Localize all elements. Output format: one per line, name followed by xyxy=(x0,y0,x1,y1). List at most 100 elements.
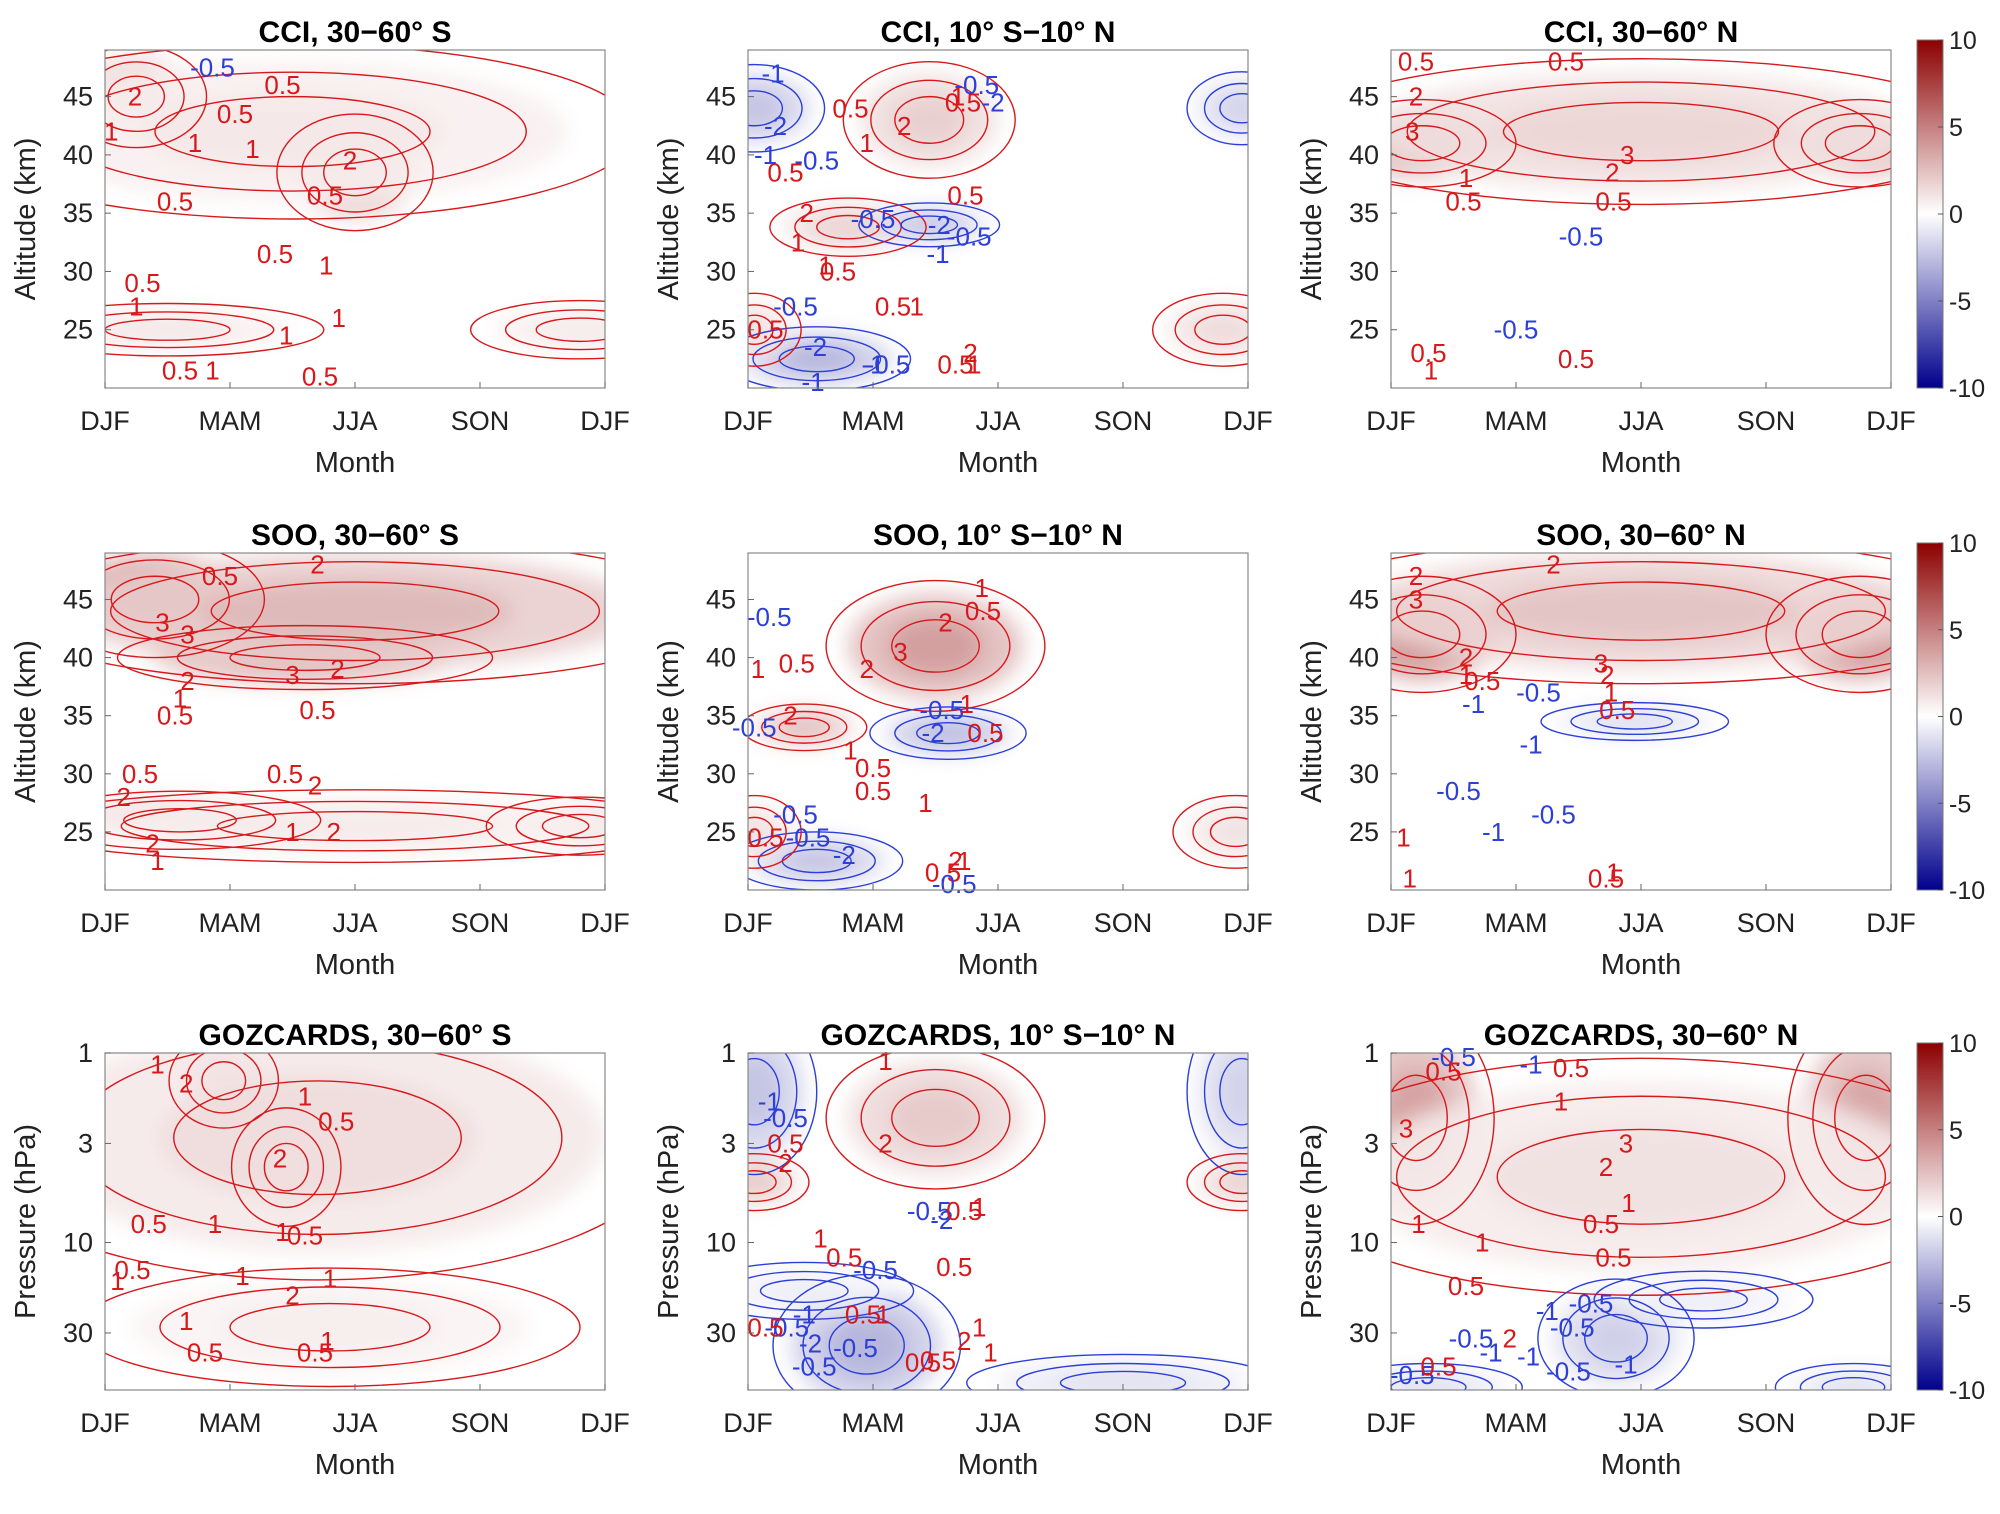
field-region-core xyxy=(203,810,507,843)
x-tick-label: SON xyxy=(1094,908,1153,938)
field-region-core xyxy=(1482,1124,1800,1229)
contour-lines xyxy=(1391,1053,1891,1390)
contour-line xyxy=(1496,581,1786,641)
x-tick-label: DJF xyxy=(1866,406,1916,436)
colorbar-tick-label: -5 xyxy=(1949,288,1971,316)
contour-label: 2 xyxy=(285,1280,299,1310)
x-tick-label: JJA xyxy=(332,1408,377,1438)
contour-line xyxy=(105,1053,563,1236)
panel-title: SOO, 30−60° S xyxy=(251,519,459,552)
contour-line xyxy=(761,710,848,744)
contour-line xyxy=(891,619,980,673)
contour-line xyxy=(1219,93,1248,124)
contour-label: 1 xyxy=(129,291,143,321)
contour-label: -0.5 xyxy=(732,712,777,742)
contour-label: 1 xyxy=(876,1300,890,1330)
contour-line xyxy=(105,71,527,192)
contour-line xyxy=(748,703,868,752)
contour-line xyxy=(748,1261,915,1321)
contour-line xyxy=(894,714,1002,752)
contour-line xyxy=(1821,1377,1886,1390)
contour-line xyxy=(1391,1074,1448,1162)
contour-line xyxy=(1812,1053,1891,1192)
x-tick-label: SON xyxy=(451,908,510,938)
contour-label: 1 xyxy=(951,82,965,112)
contour-line xyxy=(1628,1279,1779,1320)
panel-title: GOZCARDS, 30−60° S xyxy=(199,1019,512,1052)
contour-label: 1 xyxy=(791,227,805,257)
contour-label: 2 xyxy=(1409,82,1423,112)
contour-fill-layer xyxy=(1391,1053,1891,1390)
x-tick-label: JJA xyxy=(975,406,1020,436)
y-axis-label: Altitude (km) xyxy=(1296,640,1328,803)
x-tick-label: DJF xyxy=(80,406,130,436)
contour-label: -2 xyxy=(981,87,1004,117)
contour-label: -0.5 xyxy=(1559,221,1604,251)
contour-label: 2 xyxy=(343,146,357,176)
contour-label: 1 xyxy=(818,251,832,281)
panel-title: GOZCARDS, 30−60° N xyxy=(1484,1019,1799,1052)
contour-line xyxy=(541,813,605,839)
contour-label: 1 xyxy=(1459,660,1473,690)
x-tick-label: DJF xyxy=(580,1408,630,1438)
field-region-core xyxy=(825,1314,908,1377)
contour-line xyxy=(748,326,912,388)
contour-label: 1 xyxy=(751,654,765,684)
contour-label: 0.5 xyxy=(936,1252,972,1282)
contour-label: -0.5 xyxy=(1449,1323,1494,1353)
contour-label: -0.5 xyxy=(1550,1312,1595,1342)
x-tick-label: SON xyxy=(1094,406,1153,436)
contour-label: -0.5 xyxy=(1390,1360,1435,1390)
y-tick-label: 10 xyxy=(706,1228,736,1258)
y-tick-label: 45 xyxy=(63,584,93,614)
contour-line xyxy=(794,206,902,248)
contour-label: 0.5 xyxy=(1420,1351,1456,1381)
contour-label: 1 xyxy=(1606,858,1620,888)
contour-line xyxy=(535,317,605,343)
field-region-core xyxy=(1054,1370,1192,1390)
contour-label: -2 xyxy=(764,111,787,141)
contour-label: 3 xyxy=(1619,1128,1633,1158)
field-region-core xyxy=(887,1086,984,1150)
contour-line xyxy=(1584,1313,1648,1363)
contour-line xyxy=(120,800,590,852)
contour-line xyxy=(109,561,601,662)
contour-label: -1 xyxy=(793,1300,816,1330)
contour-line xyxy=(323,148,387,197)
contour-label: -0.5 xyxy=(1516,677,1561,707)
contour-line xyxy=(105,302,325,357)
y-tick-label: 35 xyxy=(706,198,736,228)
contour-label: -2 xyxy=(921,718,944,748)
contour-label: 2 xyxy=(330,654,344,684)
field-region-core xyxy=(748,815,775,848)
contour-label: 2 xyxy=(878,1128,892,1158)
contour-line xyxy=(891,1088,980,1148)
contour-label: 2 xyxy=(273,1143,287,1173)
contour-line xyxy=(248,1126,325,1209)
contour-label: -0.5 xyxy=(932,869,977,899)
y-tick-label: 30 xyxy=(63,256,93,286)
contour-label: 1 xyxy=(104,117,118,147)
contour-line xyxy=(159,1286,501,1369)
contour-label: 1 xyxy=(332,303,346,333)
x-axis-label: Month xyxy=(315,447,396,479)
contour-label: -0.5 xyxy=(792,1351,837,1381)
field-region-core xyxy=(1581,1312,1651,1365)
field-region-core xyxy=(748,1055,782,1129)
contour-label: 2 xyxy=(310,550,324,580)
contour-line xyxy=(1502,101,1780,162)
contour-label: 0.5 xyxy=(845,1300,881,1330)
contour-label: 1 xyxy=(860,128,874,158)
contour-label: 2 xyxy=(180,666,194,696)
contour-label: 0.5 xyxy=(1558,344,1594,374)
x-tick-label: DJF xyxy=(580,908,630,938)
contour-label: 1 xyxy=(1396,823,1410,853)
field-region-core xyxy=(1217,1055,1248,1129)
x-tick-label: JJA xyxy=(975,1408,1020,1438)
colorbar-tick-label: 10 xyxy=(1949,530,1977,558)
contour-line xyxy=(1203,1053,1248,1149)
contour-label: -0.5 xyxy=(919,695,964,725)
x-tick-label: SON xyxy=(451,406,510,436)
contour-line xyxy=(1186,1053,1248,1176)
field-region-core xyxy=(159,1075,476,1201)
